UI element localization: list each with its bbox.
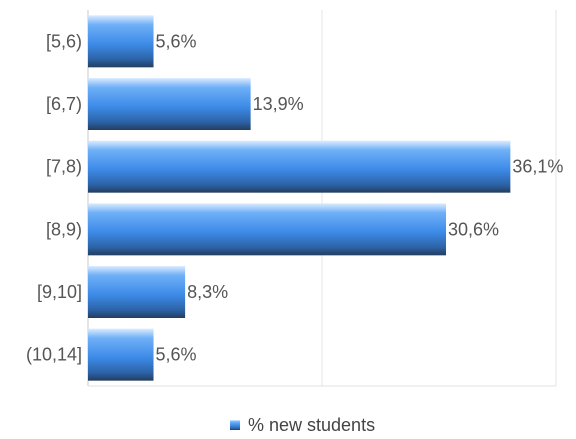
data-label: 13,9% bbox=[253, 94, 304, 114]
legend-label: % new students bbox=[248, 415, 375, 435]
bar[interactable] bbox=[88, 328, 154, 381]
bar[interactable] bbox=[88, 203, 447, 256]
bars-group bbox=[88, 15, 511, 381]
bar[interactable] bbox=[88, 15, 154, 68]
data-label: 8,3% bbox=[187, 282, 228, 302]
bar[interactable] bbox=[88, 140, 511, 193]
category-tick-label: [7,8) bbox=[46, 157, 82, 177]
category-tick-label: (10,14] bbox=[26, 345, 82, 365]
data-labels: 5,6% 13,9% 36,1% 30,6% 8,3% 5,6% bbox=[156, 31, 564, 364]
data-label: 5,6% bbox=[156, 345, 197, 365]
bar[interactable] bbox=[88, 266, 186, 318]
category-tick-label: [8,9) bbox=[46, 219, 82, 239]
category-axis: [5,6) [6,7) [7,8) [8,9) [9,10] (10,14] bbox=[26, 31, 82, 364]
data-label: 5,6% bbox=[156, 31, 197, 51]
grid-lines bbox=[87, 10, 557, 387]
legend[interactable]: % new students bbox=[230, 415, 375, 435]
legend-swatch bbox=[230, 420, 240, 430]
data-label: 36,1% bbox=[512, 157, 563, 177]
category-tick-label: [9,10] bbox=[37, 282, 82, 302]
category-tick-label: [6,7) bbox=[46, 94, 82, 114]
bar[interactable] bbox=[88, 78, 251, 130]
data-label: 30,6% bbox=[448, 219, 499, 239]
category-tick-label: [5,6) bbox=[46, 31, 82, 51]
